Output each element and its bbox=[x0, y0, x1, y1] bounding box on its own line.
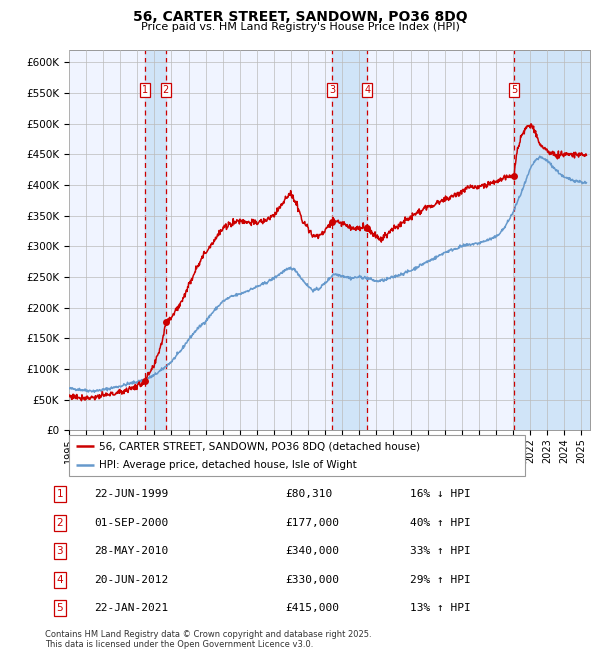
Text: Price paid vs. HM Land Registry's House Price Index (HPI): Price paid vs. HM Land Registry's House … bbox=[140, 22, 460, 32]
Text: 22-JUN-1999: 22-JUN-1999 bbox=[94, 489, 168, 499]
Text: 4: 4 bbox=[56, 575, 63, 585]
Text: 1: 1 bbox=[56, 489, 63, 499]
FancyBboxPatch shape bbox=[69, 435, 525, 476]
Text: £415,000: £415,000 bbox=[286, 603, 340, 614]
Text: 13% ↑ HPI: 13% ↑ HPI bbox=[410, 603, 470, 614]
Text: 40% ↑ HPI: 40% ↑ HPI bbox=[410, 517, 470, 528]
Text: 29% ↑ HPI: 29% ↑ HPI bbox=[410, 575, 470, 585]
Text: HPI: Average price, detached house, Isle of Wight: HPI: Average price, detached house, Isle… bbox=[98, 460, 356, 470]
Text: 3: 3 bbox=[329, 85, 335, 95]
Bar bbox=[145, 50, 166, 430]
Text: £177,000: £177,000 bbox=[286, 517, 340, 528]
Text: 56, CARTER STREET, SANDOWN, PO36 8DQ: 56, CARTER STREET, SANDOWN, PO36 8DQ bbox=[133, 10, 467, 25]
Bar bbox=[514, 50, 590, 430]
Bar bbox=[332, 50, 367, 430]
Text: 4: 4 bbox=[364, 85, 370, 95]
Text: Contains HM Land Registry data © Crown copyright and database right 2025.
This d: Contains HM Land Registry data © Crown c… bbox=[45, 630, 371, 649]
Text: 1: 1 bbox=[142, 85, 148, 95]
Text: 16% ↓ HPI: 16% ↓ HPI bbox=[410, 489, 470, 499]
Text: 22-JAN-2021: 22-JAN-2021 bbox=[94, 603, 168, 614]
Text: 3: 3 bbox=[56, 546, 63, 556]
Text: 5: 5 bbox=[511, 85, 517, 95]
Text: 5: 5 bbox=[56, 603, 63, 614]
Text: 56, CARTER STREET, SANDOWN, PO36 8DQ (detached house): 56, CARTER STREET, SANDOWN, PO36 8DQ (de… bbox=[98, 441, 420, 451]
Text: £340,000: £340,000 bbox=[286, 546, 340, 556]
Text: 33% ↑ HPI: 33% ↑ HPI bbox=[410, 546, 470, 556]
Text: 01-SEP-2000: 01-SEP-2000 bbox=[94, 517, 168, 528]
Text: £330,000: £330,000 bbox=[286, 575, 340, 585]
Text: 2: 2 bbox=[163, 85, 169, 95]
Text: 2: 2 bbox=[56, 517, 63, 528]
Text: 28-MAY-2010: 28-MAY-2010 bbox=[94, 546, 168, 556]
Text: £80,310: £80,310 bbox=[286, 489, 333, 499]
Text: 20-JUN-2012: 20-JUN-2012 bbox=[94, 575, 168, 585]
